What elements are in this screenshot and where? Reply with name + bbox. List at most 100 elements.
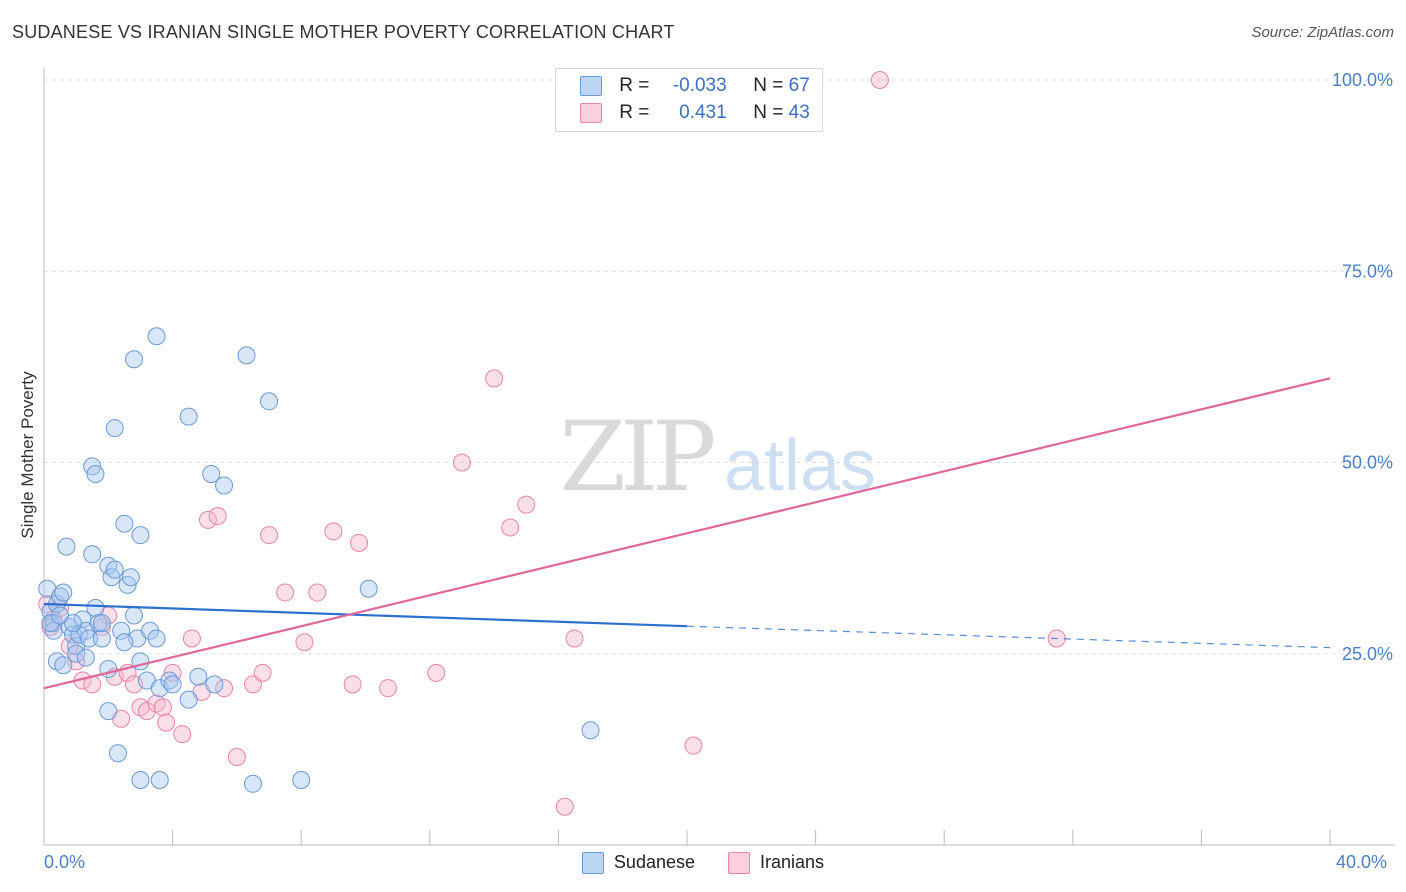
sudanese-point — [292, 770, 311, 789]
sudanese-point — [54, 583, 73, 602]
sudanese-point — [205, 675, 224, 694]
iranians-point — [208, 507, 227, 526]
sudanese-point — [189, 667, 208, 686]
iranians-swatch — [728, 852, 751, 875]
sudanese-point — [92, 614, 111, 633]
iranians-point — [452, 453, 471, 472]
iranians-point — [182, 629, 201, 648]
sudanese-point — [67, 644, 86, 663]
sudanese-point — [108, 744, 127, 763]
sudanese-point — [86, 598, 105, 617]
sudanese-point — [105, 419, 124, 438]
iranians-point — [157, 713, 176, 732]
legend-r-value: -0.033 — [672, 75, 727, 96]
iranians-swatch — [580, 102, 602, 123]
legend-r-label: R = — [619, 75, 650, 96]
iranians-point — [215, 679, 234, 698]
sudanese-point — [243, 774, 262, 793]
sudanese-point — [63, 614, 82, 633]
legend-r-label: R = — [619, 102, 650, 123]
sudanese-point — [147, 629, 166, 648]
sudanese-point — [99, 702, 118, 721]
sudanese-point — [131, 770, 150, 789]
iranians-point — [308, 583, 327, 602]
iranians-point — [555, 797, 574, 816]
legend-row-sudanese: R = -0.033 N = 67 — [580, 75, 810, 97]
sudanese-point — [131, 526, 150, 545]
y-tick-label: 25.0% — [1342, 644, 1393, 664]
watermark-zip: ZIP — [559, 401, 714, 513]
iranians-point — [565, 629, 584, 648]
sudanese-point — [125, 606, 144, 625]
sudanese-point — [76, 648, 95, 667]
sudanese-swatch — [580, 75, 602, 96]
iranians-point — [427, 663, 446, 682]
sudanese-point — [121, 568, 140, 587]
sudanese-trend-extension — [686, 625, 1331, 649]
correlation-legend: R = -0.033 N = 67 R = 0.431 N = 43 — [555, 68, 823, 132]
sudanese-point — [83, 545, 102, 564]
iranians-point — [684, 736, 703, 755]
legend-row-iranians: R = 0.431 N = 43 — [580, 102, 810, 124]
iranians-point — [324, 522, 343, 541]
iranians-trend-line — [43, 377, 1331, 690]
sudanese-point — [237, 346, 256, 365]
sudanese-point — [260, 392, 279, 411]
iranians-point — [485, 369, 504, 388]
trend-lines — [43, 377, 1331, 690]
iranians-point — [173, 725, 192, 744]
iranians-point — [501, 518, 520, 537]
source-label: Source: ZipAtlas.com — [1251, 24, 1394, 41]
legend-n-label: N = — [753, 102, 784, 123]
sudanese-swatch — [581, 852, 604, 875]
iranians-point — [379, 679, 398, 698]
sudanese-point — [125, 350, 144, 369]
iranians-point — [253, 663, 272, 682]
y-tick-label: 75.0% — [1342, 261, 1393, 281]
sudanese-point — [80, 629, 99, 648]
sudanese-point — [202, 464, 221, 483]
legend-item-iranians: Iranians — [728, 852, 825, 875]
sudanese-point — [112, 621, 131, 640]
y-axis-title: Single Mother Poverty — [18, 371, 37, 539]
x-tick-label-min: 0.0% — [44, 852, 86, 872]
sudanese-point — [581, 721, 600, 740]
sudanese-point — [115, 514, 134, 533]
legend-sudanese-label: Sudanese — [613, 852, 695, 873]
x-tick-label-max: 40.0% — [1336, 852, 1388, 872]
legend-item-sudanese: Sudanese — [581, 852, 695, 875]
legend-n-value: 67 — [788, 75, 810, 96]
iranians-point — [243, 675, 262, 694]
sudanese-point — [92, 629, 111, 648]
iranians-point — [276, 583, 295, 602]
iranians-point — [60, 637, 79, 656]
y-tick-label: 50.0% — [1342, 453, 1393, 473]
legend-iranians-label: Iranians — [760, 852, 825, 873]
sudanese-point — [163, 675, 182, 694]
y-tick-label: 100.0% — [1332, 70, 1393, 90]
legend-n-value: 43 — [788, 102, 810, 123]
iranians-point — [198, 510, 217, 529]
iranians-point — [227, 748, 246, 767]
iranians-point — [870, 71, 889, 89]
chart-title: SUDANESE VS IRANIAN SINGLE MOTHER POVERT… — [12, 22, 675, 42]
iranians-point — [153, 698, 172, 717]
iranians-point — [260, 526, 279, 545]
sudanese-point — [179, 690, 198, 709]
sudanese-point — [147, 327, 166, 346]
sudanese-point — [179, 407, 198, 426]
sudanese-point — [57, 537, 76, 556]
sudanese-point — [54, 656, 73, 675]
watermark-atlas: atlas — [724, 426, 876, 506]
iranians-point — [343, 675, 362, 694]
sudanese-trend-line — [43, 602, 688, 628]
legend-r-value: 0.431 — [679, 102, 727, 123]
sudanese-point — [215, 476, 234, 495]
series-legend: Sudanese Iranians — [0, 852, 1406, 875]
sudanese-point — [105, 560, 124, 579]
axes — [43, 68, 1395, 846]
sudanese-point — [41, 614, 60, 633]
sudanese-point — [359, 579, 378, 598]
iranians-point — [350, 533, 369, 552]
